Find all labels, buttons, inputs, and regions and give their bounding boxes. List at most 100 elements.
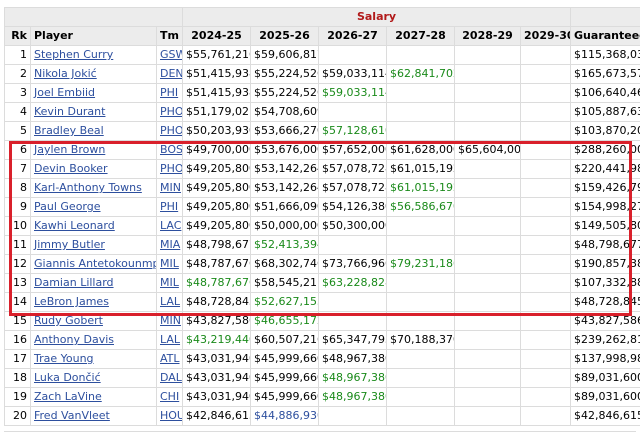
team-cell: BOS	[155, 140, 184, 160]
team-cell: CHI	[155, 387, 184, 407]
rank-cell: 6	[4, 140, 31, 160]
player-link[interactable]: Kawhi Leonard	[34, 219, 115, 232]
team-link[interactable]: MIL	[160, 276, 179, 289]
team-link[interactable]: LAL	[160, 295, 181, 308]
team-link[interactable]: PHO	[160, 124, 183, 137]
team-cell: GSW	[155, 45, 184, 65]
player-link[interactable]: Rudy Gobert	[34, 314, 103, 327]
team-link[interactable]: CHI	[160, 390, 180, 403]
team-link[interactable]: ATL	[160, 352, 180, 365]
salary-2029-30-cell	[520, 330, 572, 350]
salary-2025-26-cell: $53,142,264	[250, 178, 320, 198]
salary-2027-28-cell: $61,015,192	[386, 178, 456, 198]
col-header-rk[interactable]: Rk	[4, 26, 31, 46]
table-row: 17 Trae Young ATL $43,031,940 $45,999,660 $48…	[4, 349, 640, 369]
guaranteed-cell: $48,798,677	[570, 235, 640, 255]
guaranteed-cell: $149,505,800	[570, 216, 640, 236]
player-link[interactable]: Karl-Anthony Towns	[34, 181, 142, 194]
team-link[interactable]: DAL	[160, 371, 182, 384]
col-header-2026-27[interactable]: 2026-27	[318, 26, 388, 46]
salary-2027-28-cell	[386, 102, 456, 122]
player-link[interactable]: Jimmy Butler	[34, 238, 105, 251]
col-header-2028-29[interactable]: 2028-29	[454, 26, 522, 46]
salary-2028-29-cell	[454, 330, 522, 350]
salary-group-header: Salary	[182, 7, 572, 27]
salary-2029-30-cell	[520, 387, 572, 407]
table-row: 16 Anthony Davis LAL $43,219,440 $60,507,216…	[4, 330, 640, 350]
salary-2025-26-cell: $50,000,000	[250, 216, 320, 236]
player-cell: LeBron James	[30, 292, 157, 312]
player-link[interactable]: Bradley Beal	[34, 124, 104, 137]
player-link[interactable]: Luka Dončić	[34, 371, 101, 384]
team-link[interactable]: MIN	[160, 314, 181, 327]
team-link[interactable]: GSW	[160, 48, 182, 61]
salary-2026-27-cell: $57,078,728	[318, 159, 388, 179]
col-header-2025-26[interactable]: 2025-26	[250, 26, 320, 46]
player-cell: Trae Young	[30, 349, 157, 369]
team-link[interactable]: MIL	[160, 257, 179, 270]
team-link[interactable]: PHI	[160, 200, 179, 213]
team-link[interactable]: LAL	[160, 333, 181, 346]
salary-2027-28-cell: $56,586,670	[386, 197, 456, 217]
table-row: 13 Damian Lillard MIL $48,787,676 $58,545,21…	[4, 273, 640, 293]
col-header-guaranteed[interactable]: Guaranteed	[570, 26, 640, 46]
player-cell: Kawhi Leonard	[30, 216, 157, 236]
team-link[interactable]: MIN	[160, 181, 181, 194]
player-link[interactable]: Fred VanVleet	[34, 409, 110, 422]
col-header-2029-30[interactable]: 2029-30	[520, 26, 572, 46]
salary-2028-29-cell	[454, 121, 522, 141]
team-link[interactable]: PHO	[160, 162, 183, 175]
col-header-tm[interactable]: Tm	[155, 26, 184, 46]
team-cell: PHI	[155, 83, 184, 103]
guaranteed-cell: $288,260,000	[570, 140, 640, 160]
col-header-player[interactable]: Player	[30, 26, 157, 46]
table-bottom-border	[4, 431, 636, 432]
team-link[interactable]: PHI	[160, 86, 179, 99]
salary-2027-28-cell: $79,231,186	[386, 254, 456, 274]
team-link[interactable]: HOU	[160, 409, 183, 422]
team-cell: PHI	[155, 197, 184, 217]
player-link[interactable]: Joel Embiid	[34, 86, 96, 99]
player-cell: Paul George	[30, 197, 157, 217]
salary-2027-28-cell	[386, 235, 456, 255]
team-cell: DAL	[155, 368, 184, 388]
salary-2028-29-cell	[454, 273, 522, 293]
player-link[interactable]: Trae Young	[34, 352, 94, 365]
table-row: 14 LeBron James LAL $48,728,845 $52,627,153 $…	[4, 292, 640, 312]
player-link[interactable]: Anthony Davis	[34, 333, 114, 346]
guaranteed-cell: $159,426,792	[570, 178, 640, 198]
team-link[interactable]: DEN	[160, 67, 183, 80]
salary-2024-25-cell: $42,846,615	[182, 406, 252, 426]
player-link[interactable]: Jaylen Brown	[34, 143, 106, 156]
rank-cell: 20	[4, 406, 31, 426]
salary-2028-29-cell	[454, 216, 522, 236]
player-link[interactable]: Giannis Antetokounmpo	[34, 257, 157, 270]
team-link[interactable]: BOS	[160, 143, 183, 156]
guaranteed-cell: $165,673,578	[570, 64, 640, 84]
col-header-2027-28[interactable]: 2027-28	[386, 26, 456, 46]
player-link[interactable]: Stephen Curry	[34, 48, 114, 61]
team-link[interactable]: MIA	[160, 238, 181, 251]
player-link[interactable]: Nikola Jokić	[34, 67, 97, 80]
team-link[interactable]: LAC	[160, 219, 182, 232]
player-link[interactable]: Damian Lillard	[34, 276, 114, 289]
salary-2024-25-cell: $49,205,800	[182, 178, 252, 198]
player-link[interactable]: Zach LaVine	[34, 390, 102, 403]
salary-2026-27-cell: $65,347,793	[318, 330, 388, 350]
salary-2026-27-cell: $59,033,114	[318, 64, 388, 84]
team-cell: HOU	[155, 406, 184, 426]
salary-2027-28-cell: $61,628,000	[386, 140, 456, 160]
rank-cell: 4	[4, 102, 31, 122]
player-link[interactable]: Devin Booker	[34, 162, 108, 175]
team-link[interactable]: PHO	[160, 105, 183, 118]
salary-2024-25-cell: $48,787,676	[182, 254, 252, 274]
salary-2028-29-cell	[454, 197, 522, 217]
player-link[interactable]: Kevin Durant	[34, 105, 106, 118]
player-link[interactable]: Paul George	[34, 200, 101, 213]
col-header-2024-25[interactable]: 2024-25	[182, 26, 252, 46]
player-link[interactable]: LeBron James	[34, 295, 109, 308]
guaranteed-cell: $89,031,600	[570, 368, 640, 388]
table-row: 10 Kawhi Leonard LAC $49,205,800 $50,000,000…	[4, 216, 640, 236]
salary-2027-28-cell: $62,841,702	[386, 64, 456, 84]
